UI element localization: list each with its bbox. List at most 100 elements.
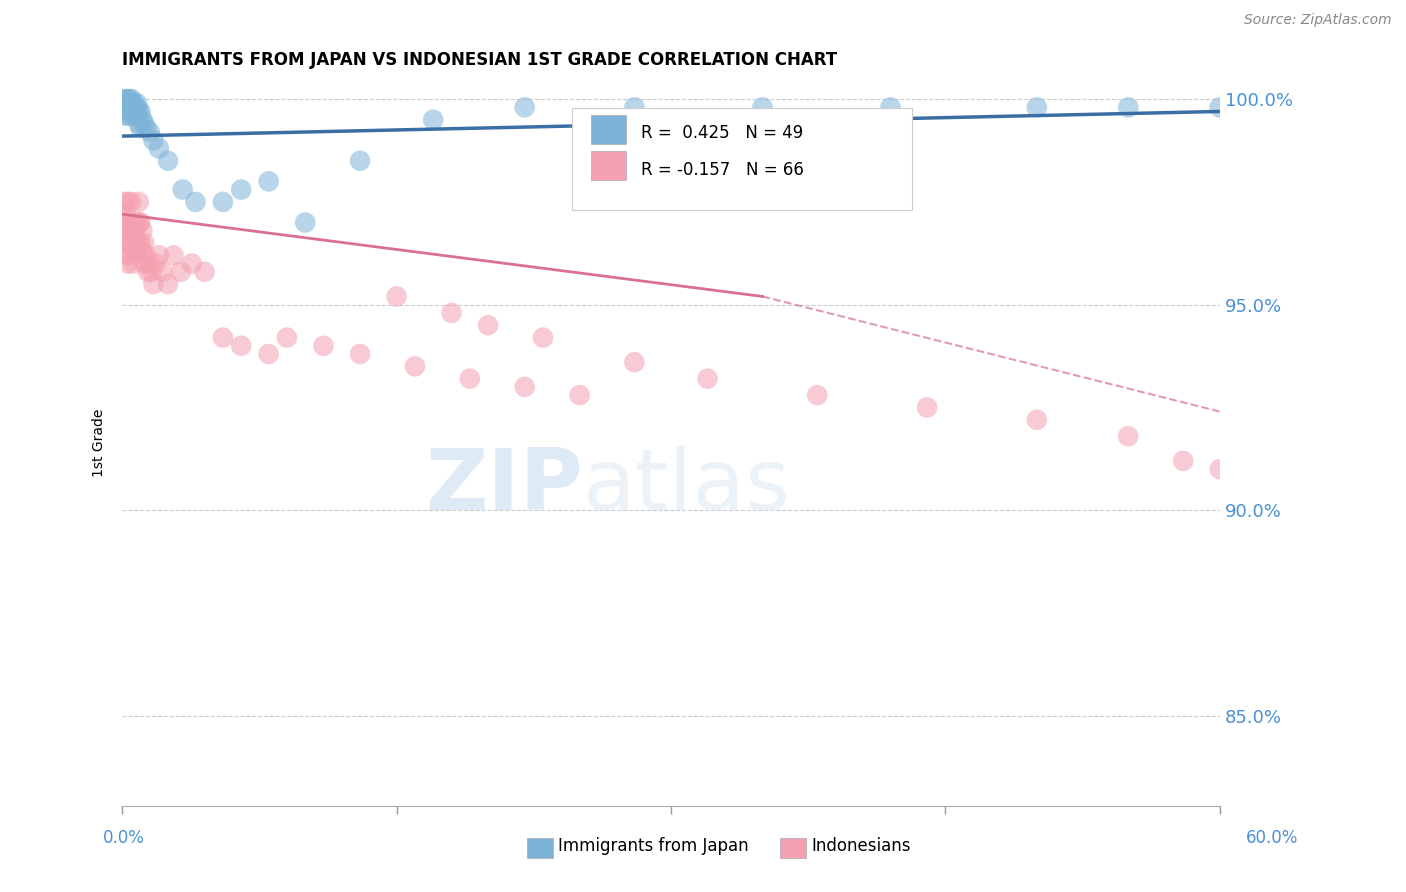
Point (138, 125, 160, 139)
Point (124, 100, 146, 114)
Point (294, 215, 316, 229)
Point (122, 104, 145, 119)
Point (125, 215, 148, 229)
Point (122, 215, 145, 229)
Point (117, 194, 139, 209)
Point (135, 120, 157, 135)
Point (157, 153, 180, 168)
Point (212, 330, 235, 344)
Point (404, 359, 426, 374)
Point (623, 355, 645, 369)
Point (568, 388, 591, 402)
Point (138, 256, 160, 270)
Point (194, 265, 217, 279)
Point (129, 120, 152, 135)
Point (112, 92, 135, 106)
Point (440, 306, 463, 320)
Point (162, 248, 184, 262)
Point (148, 141, 170, 155)
Point (122, 96, 145, 111)
Point (458, 372, 481, 386)
Point (134, 256, 156, 270)
Point (134, 235, 156, 250)
Point (125, 109, 148, 123)
Point (349, 347, 371, 361)
Point (125, 244, 148, 259)
Point (513, 100, 536, 114)
Point (623, 100, 645, 114)
Point (120, 224, 142, 238)
Point (1209, 100, 1232, 114)
Text: 0.0%: 0.0% (103, 829, 145, 847)
Point (349, 153, 371, 168)
Point (128, 104, 150, 119)
Point (531, 330, 554, 344)
Point (115, 248, 138, 262)
Point (112, 235, 135, 250)
FancyBboxPatch shape (572, 108, 912, 210)
Text: ZIP: ZIP (426, 444, 583, 527)
Point (134, 117, 156, 131)
Point (806, 388, 828, 402)
Point (477, 318, 499, 333)
Point (122, 256, 145, 270)
Point (118, 235, 141, 250)
Point (124, 224, 146, 238)
Point (184, 194, 207, 209)
Point (1116, 429, 1139, 443)
Point (122, 235, 145, 250)
Point (172, 183, 194, 197)
Point (124, 244, 146, 259)
Point (120, 248, 142, 262)
Point (128, 117, 150, 131)
Point (513, 380, 536, 394)
Point (117, 100, 139, 114)
Point (115, 109, 138, 123)
Point (120, 92, 142, 106)
Point (1116, 100, 1139, 114)
Point (170, 265, 193, 279)
Point (124, 109, 146, 123)
Point (120, 109, 142, 123)
Point (142, 133, 165, 147)
Point (1025, 100, 1047, 114)
Point (231, 339, 253, 353)
FancyBboxPatch shape (591, 152, 626, 180)
Point (135, 248, 157, 262)
Point (131, 112, 153, 127)
Point (117, 235, 139, 250)
Text: IMMIGRANTS FROM JAPAN VS INDONESIAN 1ST GRADE CORRELATION CHART: IMMIGRANTS FROM JAPAN VS INDONESIAN 1ST … (122, 51, 838, 69)
Point (117, 92, 139, 106)
Point (148, 248, 170, 262)
Point (131, 244, 153, 259)
Point (118, 215, 141, 229)
Point (117, 109, 139, 123)
Point (257, 174, 280, 188)
Point (180, 256, 202, 270)
Point (129, 215, 152, 229)
Point (118, 92, 141, 106)
Point (112, 215, 135, 229)
Point (125, 100, 148, 114)
Text: 60.0%: 60.0% (1246, 829, 1299, 847)
Text: Immigrants from Japan: Immigrants from Japan (558, 837, 749, 855)
Text: R =  0.425   N = 49: R = 0.425 N = 49 (641, 124, 804, 143)
Point (128, 215, 150, 229)
Point (118, 104, 141, 119)
Point (143, 256, 166, 270)
Point (385, 289, 408, 303)
Text: atlas: atlas (583, 444, 792, 527)
Point (696, 372, 718, 386)
Point (112, 100, 135, 114)
FancyBboxPatch shape (591, 115, 626, 145)
Point (312, 339, 335, 353)
Point (115, 92, 138, 106)
Point (128, 235, 150, 250)
Point (276, 330, 298, 344)
Point (141, 265, 163, 279)
Text: Indonesians: Indonesians (811, 837, 911, 855)
Point (915, 401, 938, 415)
Point (125, 96, 148, 111)
Point (128, 194, 150, 209)
Point (1209, 462, 1232, 476)
